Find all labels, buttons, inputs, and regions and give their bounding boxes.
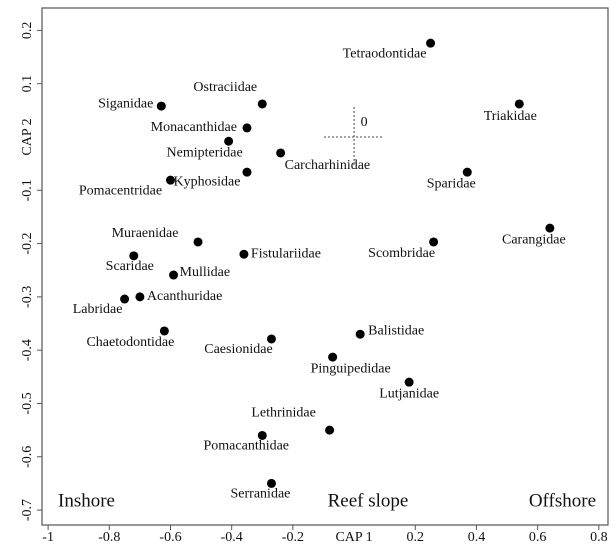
point [169,270,179,280]
point [165,175,175,185]
x-tick-label: -0.4 [221,530,243,545]
point-label: Caesionidae [204,342,272,357]
point [266,334,276,344]
point-label: Fistulariidae [251,246,321,261]
point [257,99,267,109]
y-tick-label: -0.3 [20,286,35,308]
point-label: Scombridae [368,246,435,261]
point [224,136,234,146]
x-axis-label: CAP 1 [335,530,372,545]
x-tick-label: 0.2 [407,530,425,545]
point-label: Labridae [73,302,123,317]
point-label: Ostraciidae [193,80,257,95]
point [159,326,169,336]
point [514,99,524,109]
point [239,249,249,259]
point [257,430,267,440]
point [429,237,439,247]
point-label: Acanthuridae [147,289,222,304]
point [242,167,252,177]
x-tick-label: -0.2 [282,530,304,545]
point [462,167,472,177]
x-tick-label: 0.6 [529,530,547,545]
point-label: Monacanthidae [151,120,237,135]
point-label: Pomacentridae [79,183,162,198]
point [156,101,166,111]
x-tick-label: 0.8 [590,530,608,545]
point-label: Carcharhinidae [285,158,371,173]
point-label: Pinguipedidae [311,361,391,376]
annotation: Reef slope [328,490,409,511]
point [193,237,203,247]
annotation: 0 [361,115,368,130]
point-label: Kyphosidae [174,174,241,189]
point [328,352,338,362]
point [120,294,130,304]
point [266,478,276,488]
point-label: Chaetodontidae [86,335,174,350]
point [129,251,139,261]
point-label: Lethrinidae [251,405,316,420]
y-tick-label: 0.2 [20,22,35,40]
point [545,223,555,233]
x-tick-label: -0.8 [98,530,120,545]
y-tick-label: -0.5 [20,392,35,414]
point [426,38,436,48]
x-tick-label: -1 [42,530,54,545]
y-tick-label: -0.7 [20,499,35,521]
annotation: Inshore [58,490,115,511]
point-label: Sparidae [427,176,476,191]
x-tick-label: -0.6 [159,530,181,545]
point-label: Tetraodontidae [343,46,427,61]
point [242,123,252,133]
point-label: Scaridae [106,259,154,274]
annotation: Offshore [529,490,596,511]
point [135,292,145,302]
y-axis-label: CAP 2 [20,118,35,155]
point-label: Triakidae [484,109,537,124]
point-label: Carangidae [502,232,566,247]
point [325,425,335,435]
point-label: Serranidae [231,487,291,502]
point-label: Balistidae [368,323,424,338]
point-label: Mullidae [180,265,231,280]
y-tick-label: -0.4 [20,339,35,361]
y-tick-label: -0.2 [20,232,35,254]
point [276,148,286,158]
y-tick-label: 0.1 [20,75,35,93]
x-tick-label: 0.4 [468,530,486,545]
point-label: Nemipteridae [167,145,243,160]
point-label: Muraenidae [112,226,179,241]
plot-frame [41,7,609,526]
point-label: Lutjanidae [379,386,439,401]
y-tick-label: -0.6 [20,446,35,468]
point [355,329,365,339]
point-label: Siganidae [98,96,153,111]
point [404,377,414,387]
y-tick-label: -0.1 [20,179,35,201]
point-label: Pomacanthidae [204,439,290,454]
